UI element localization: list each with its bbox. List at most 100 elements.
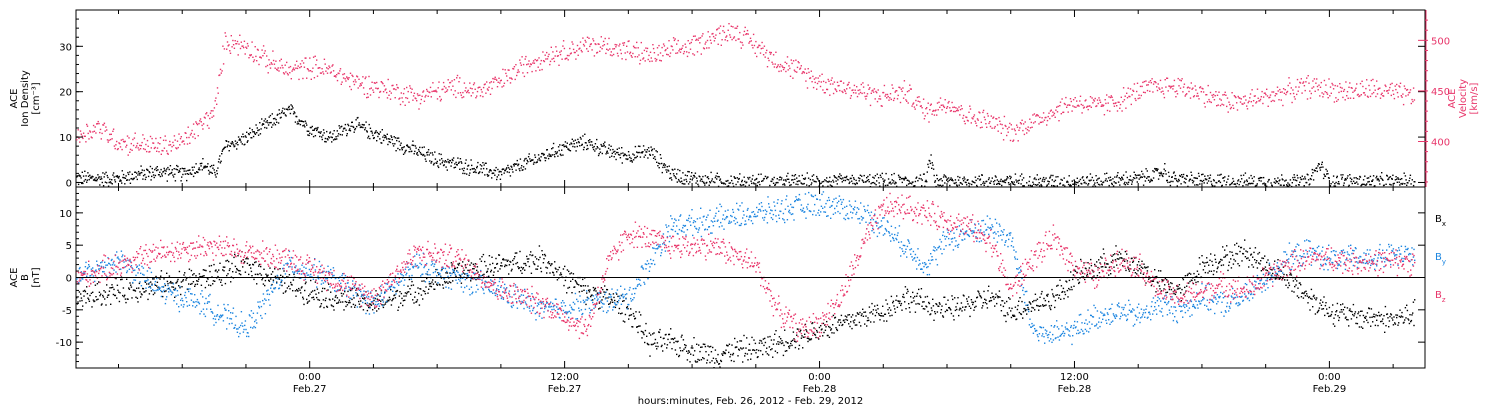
data-point <box>162 150 164 152</box>
data-point <box>632 153 634 155</box>
data-point <box>1362 85 1364 88</box>
data-point <box>314 55 316 57</box>
data-point <box>234 140 237 142</box>
data-point <box>1395 88 1397 91</box>
data-point <box>517 164 519 167</box>
data-point <box>910 88 912 90</box>
data-point <box>1069 98 1072 100</box>
data-point <box>165 170 167 172</box>
data-point <box>103 176 105 178</box>
data-point <box>246 257 248 259</box>
data-point <box>751 178 753 180</box>
data-point <box>865 98 867 100</box>
data-point <box>1192 180 1195 182</box>
data-point <box>375 290 377 292</box>
data-point <box>813 78 816 80</box>
data-point <box>979 178 982 180</box>
data-point <box>206 124 209 127</box>
data-point <box>890 98 892 101</box>
data-point <box>208 127 210 129</box>
data-point <box>1222 104 1225 106</box>
data-point <box>260 57 262 59</box>
data-point <box>866 177 868 179</box>
data-point <box>727 345 729 347</box>
data-point <box>282 275 284 278</box>
data-point <box>1036 174 1038 176</box>
data-point <box>513 66 516 68</box>
data-point <box>622 44 625 46</box>
data-point <box>262 277 264 279</box>
data-point <box>514 78 516 81</box>
data-point <box>632 312 635 315</box>
data-point <box>401 97 403 99</box>
data-point <box>649 154 652 156</box>
data-point <box>561 149 563 151</box>
data-point <box>632 52 634 55</box>
data-point <box>125 146 127 148</box>
data-point <box>1277 182 1280 185</box>
data-point <box>196 280 198 282</box>
data-point <box>1286 184 1288 186</box>
data-point <box>1002 139 1005 141</box>
data-point <box>680 48 682 51</box>
data-point <box>934 180 937 182</box>
data-point <box>744 26 746 29</box>
data-point <box>477 172 480 175</box>
data-point <box>1111 183 1113 186</box>
data-point <box>1352 97 1355 99</box>
data-point <box>306 68 309 70</box>
data-point <box>1382 179 1384 181</box>
data-point <box>415 147 417 149</box>
data-point <box>469 172 471 174</box>
data-point <box>166 180 168 182</box>
data-point <box>1325 84 1327 86</box>
data-point <box>197 168 200 171</box>
data-point <box>507 167 510 169</box>
data-point <box>844 179 847 182</box>
data-point <box>1063 177 1065 179</box>
data-point <box>603 144 605 147</box>
data-point <box>368 306 370 309</box>
data-point <box>733 36 736 38</box>
data-point <box>1211 94 1213 96</box>
data-point <box>384 135 387 137</box>
data-point <box>574 279 577 282</box>
data-point <box>779 341 781 343</box>
data-point <box>670 45 672 47</box>
data-point <box>129 171 131 173</box>
data-point <box>559 153 562 155</box>
data-point <box>900 88 902 90</box>
data-point <box>1301 178 1303 181</box>
data-point <box>860 314 863 317</box>
data-point <box>161 149 163 152</box>
data-point <box>439 284 441 286</box>
data-point <box>942 105 945 107</box>
data-point <box>836 90 838 93</box>
data-point <box>275 118 277 121</box>
data-point <box>516 252 518 254</box>
data-point <box>419 146 421 149</box>
data-point <box>582 135 584 137</box>
data-point <box>294 121 297 123</box>
data-point <box>1197 184 1199 186</box>
data-point <box>877 177 880 179</box>
data-point <box>882 305 884 307</box>
data-point <box>562 268 565 270</box>
data-point <box>1196 95 1198 97</box>
data-point <box>510 270 513 272</box>
data-point <box>739 31 741 34</box>
data-point <box>541 68 543 71</box>
data-point <box>1247 101 1249 104</box>
data-point <box>512 259 514 262</box>
data-point <box>1268 97 1270 99</box>
data-point <box>519 169 521 172</box>
data-point <box>954 179 957 181</box>
data-point <box>269 63 271 66</box>
data-point <box>513 258 515 260</box>
data-point <box>880 176 882 178</box>
data-point <box>554 261 556 263</box>
data-point <box>123 141 126 143</box>
data-point <box>382 136 384 138</box>
data-point <box>410 91 412 94</box>
data-point <box>639 156 642 158</box>
